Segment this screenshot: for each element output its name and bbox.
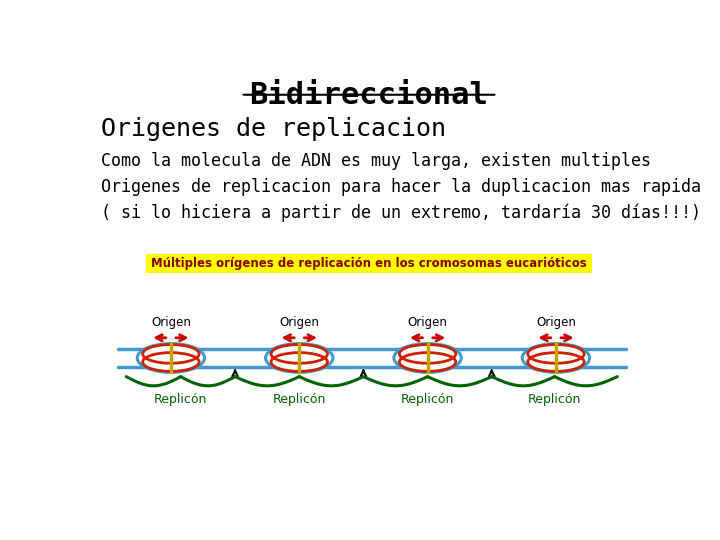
Ellipse shape: [394, 343, 462, 372]
Text: Múltiples orígenes de replicación en los cromosomas eucarióticos: Múltiples orígenes de replicación en los…: [151, 256, 587, 269]
Text: Origen: Origen: [536, 315, 576, 329]
Text: Replicón: Replicón: [273, 393, 326, 406]
Text: Origen: Origen: [408, 315, 448, 329]
Text: Replicón: Replicón: [528, 393, 581, 406]
Text: Origenes de replicacion: Origenes de replicacion: [101, 117, 446, 141]
Text: Origen: Origen: [279, 315, 319, 329]
Text: Replicón: Replicón: [401, 393, 454, 406]
Ellipse shape: [138, 343, 204, 372]
Text: Replicón: Replicón: [154, 393, 207, 406]
Text: Como la molecula de ADN es muy larga, existen multiples
Origenes de replicacion : Como la molecula de ADN es muy larga, ex…: [101, 152, 701, 222]
Ellipse shape: [266, 343, 333, 372]
Text: Bidireccional: Bidireccional: [250, 82, 488, 111]
Ellipse shape: [522, 343, 590, 372]
Text: Origen: Origen: [151, 315, 191, 329]
FancyBboxPatch shape: [145, 254, 593, 273]
